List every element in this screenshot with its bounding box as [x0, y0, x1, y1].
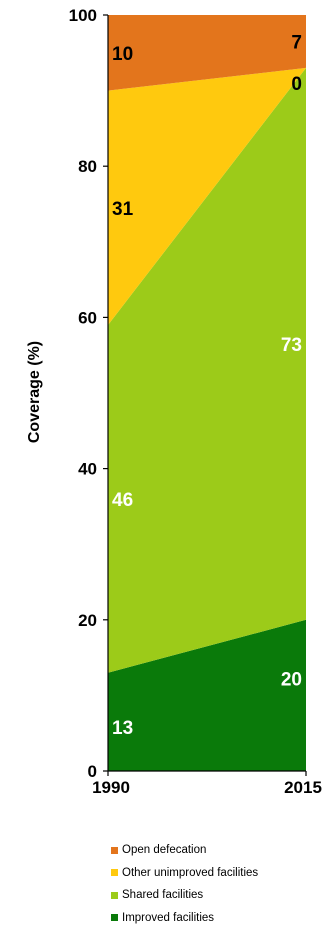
data-label-open-defecation-1990: 10: [112, 44, 133, 65]
legend-item-improved-facilities: Improved facilities: [111, 907, 258, 930]
area-open-defecation: [108, 15, 306, 91]
y-axis-label: Coverage (%): [26, 341, 43, 443]
data-label-improved-facilities-2015: 20: [281, 669, 302, 690]
legend-item-open-defecation: Open defecation: [111, 839, 258, 862]
legend-label: Other unimproved facilities: [122, 866, 259, 879]
legend-swatch: [111, 914, 118, 922]
y-tick-label: 80: [78, 157, 97, 176]
y-tick-label: 40: [78, 460, 97, 479]
legend-swatch: [111, 846, 118, 854]
y-tick-label: 100: [69, 6, 97, 25]
legend-item-shared-facilities: Shared facilities: [111, 884, 258, 907]
area-improved-facilities: [108, 619, 306, 771]
area-other-unimproved-facilities: [108, 67, 306, 325]
y-tick-label: 0: [88, 762, 97, 781]
data-label-shared-facilities-2015: 73: [281, 335, 302, 356]
legend-label: Improved facilities: [122, 911, 215, 924]
data-label-improved-facilities-1990: 13: [112, 718, 133, 739]
legend-label: Open defecation: [122, 844, 207, 857]
y-tick-label: 20: [78, 611, 97, 630]
legend: Open defecation Other unimproved faciliti…: [111, 839, 258, 929]
x-tick-label: 2015: [284, 778, 322, 797]
data-label-other-unimproved-facilities-2015: 0: [291, 74, 302, 95]
legend-label: Shared facilities: [122, 889, 204, 902]
legend-item-other-unimproved-facilities: Other unimproved facilities: [111, 862, 258, 885]
legend-swatch: [111, 869, 118, 877]
y-tick-label: 60: [78, 308, 97, 327]
x-tick-label: 1990: [92, 778, 130, 797]
data-label-shared-facilities-1990: 46: [112, 490, 133, 511]
area-shared-facilities: [108, 67, 306, 673]
data-label-open-defecation-2015: 7: [291, 32, 302, 53]
legend-swatch: [111, 891, 118, 899]
data-label-other-unimproved-facilities-1990: 31: [112, 199, 134, 220]
